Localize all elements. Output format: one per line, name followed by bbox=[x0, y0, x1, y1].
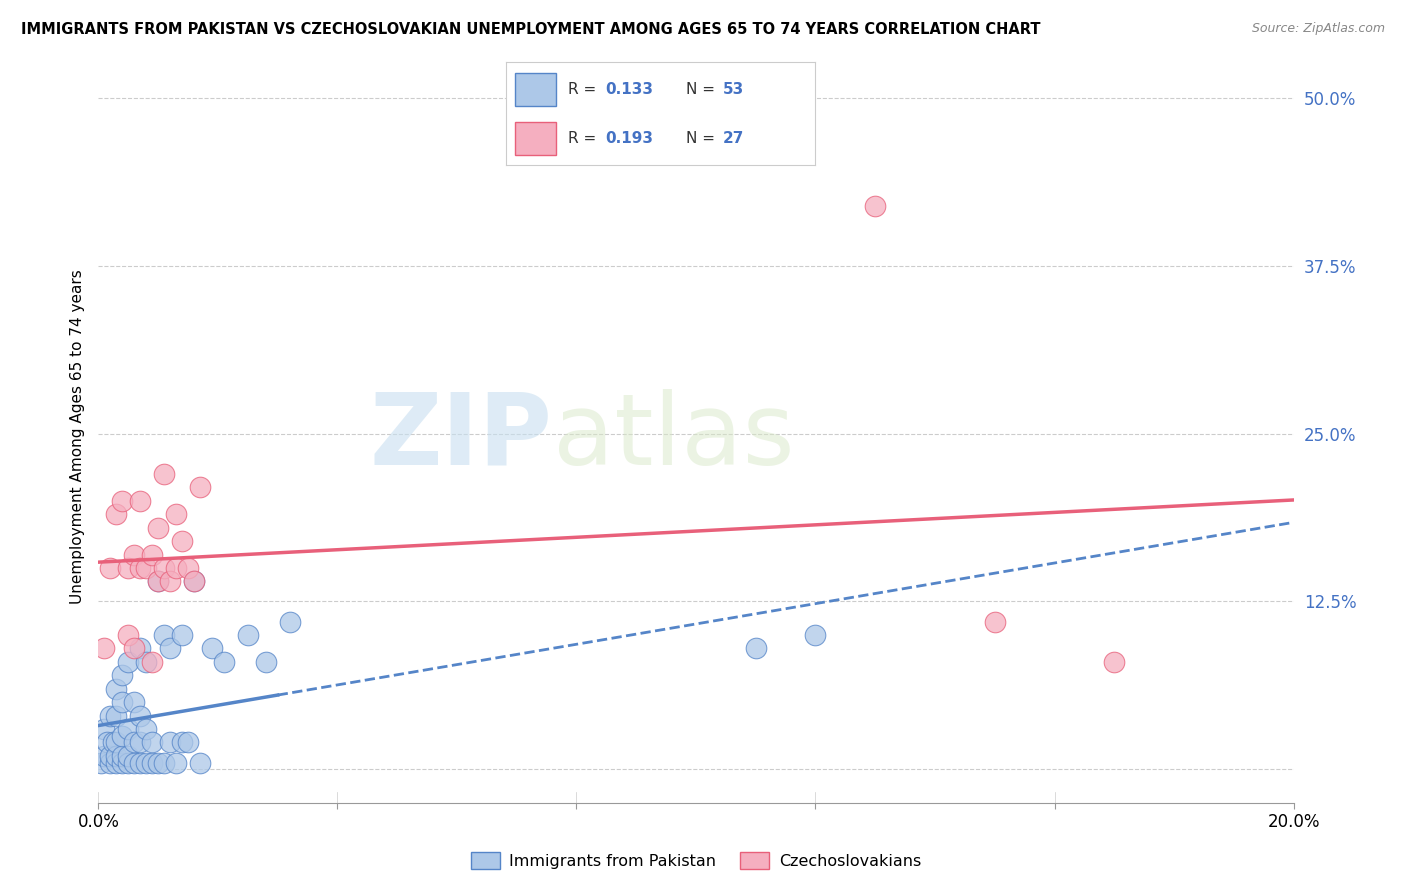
Point bbox=[111, 493, 134, 508]
Text: 27: 27 bbox=[723, 131, 744, 146]
Point bbox=[111, 695, 134, 709]
FancyBboxPatch shape bbox=[516, 122, 555, 155]
Point bbox=[93, 722, 115, 736]
Point bbox=[135, 756, 157, 770]
Point bbox=[183, 574, 205, 589]
Point bbox=[103, 735, 125, 749]
FancyBboxPatch shape bbox=[516, 73, 555, 105]
Point bbox=[153, 467, 176, 481]
Point bbox=[165, 756, 187, 770]
Point bbox=[105, 508, 128, 522]
Point bbox=[984, 615, 1007, 629]
Point bbox=[148, 756, 170, 770]
Point bbox=[172, 628, 194, 642]
Point bbox=[129, 708, 152, 723]
Point bbox=[117, 628, 139, 642]
Point bbox=[141, 548, 163, 562]
Point bbox=[135, 655, 157, 669]
Point bbox=[135, 561, 157, 575]
Point bbox=[141, 756, 163, 770]
Text: 53: 53 bbox=[723, 81, 744, 96]
Point bbox=[1104, 655, 1126, 669]
Point bbox=[111, 756, 134, 770]
Point bbox=[117, 561, 139, 575]
Text: Source: ZipAtlas.com: Source: ZipAtlas.com bbox=[1251, 22, 1385, 36]
Point bbox=[141, 655, 163, 669]
Point bbox=[96, 735, 118, 749]
Point bbox=[105, 748, 128, 763]
Point bbox=[201, 641, 224, 656]
Point bbox=[153, 628, 176, 642]
Point bbox=[90, 756, 112, 770]
Text: 0.193: 0.193 bbox=[605, 131, 654, 146]
Point bbox=[129, 493, 152, 508]
Point bbox=[141, 735, 163, 749]
Point bbox=[117, 722, 139, 736]
Point bbox=[93, 641, 115, 656]
Text: R =: R = bbox=[568, 131, 602, 146]
Point bbox=[129, 641, 152, 656]
Point bbox=[129, 561, 152, 575]
Point bbox=[124, 756, 146, 770]
Point bbox=[148, 574, 170, 589]
Point bbox=[98, 708, 122, 723]
Y-axis label: Unemployment Among Ages 65 to 74 years: Unemployment Among Ages 65 to 74 years bbox=[69, 269, 84, 605]
Point bbox=[111, 748, 134, 763]
Point bbox=[159, 735, 181, 749]
Text: IMMIGRANTS FROM PAKISTAN VS CZECHOSLOVAKIAN UNEMPLOYMENT AMONG AGES 65 TO 74 YEA: IMMIGRANTS FROM PAKISTAN VS CZECHOSLOVAK… bbox=[21, 22, 1040, 37]
Point bbox=[124, 641, 146, 656]
Point bbox=[188, 756, 211, 770]
Point bbox=[93, 748, 115, 763]
Point bbox=[148, 521, 170, 535]
Point bbox=[159, 574, 181, 589]
Point bbox=[98, 748, 122, 763]
Text: R =: R = bbox=[568, 81, 602, 96]
Point bbox=[148, 574, 170, 589]
Point bbox=[865, 198, 887, 212]
Point bbox=[124, 548, 146, 562]
Point bbox=[135, 722, 157, 736]
Point bbox=[117, 756, 139, 770]
Text: ZIP: ZIP bbox=[370, 389, 553, 485]
Point bbox=[98, 561, 122, 575]
Legend: Immigrants from Pakistan, Czechoslovakians: Immigrants from Pakistan, Czechoslovakia… bbox=[464, 846, 928, 875]
Point bbox=[177, 561, 200, 575]
Point bbox=[165, 561, 187, 575]
Point bbox=[111, 729, 134, 743]
Point bbox=[124, 735, 146, 749]
Text: N =: N = bbox=[686, 81, 720, 96]
Point bbox=[117, 748, 139, 763]
Text: atlas: atlas bbox=[553, 389, 794, 485]
Point bbox=[172, 735, 194, 749]
Point bbox=[105, 681, 128, 696]
Text: N =: N = bbox=[686, 131, 720, 146]
Point bbox=[111, 668, 134, 682]
Point bbox=[124, 695, 146, 709]
Point bbox=[98, 756, 122, 770]
Point bbox=[183, 574, 205, 589]
Point bbox=[212, 655, 235, 669]
Point bbox=[153, 561, 176, 575]
Point bbox=[153, 756, 176, 770]
Point bbox=[165, 508, 187, 522]
Point bbox=[254, 655, 277, 669]
Point bbox=[117, 655, 139, 669]
Point bbox=[159, 641, 181, 656]
Point bbox=[105, 756, 128, 770]
Point bbox=[745, 641, 768, 656]
Point bbox=[129, 756, 152, 770]
Point bbox=[177, 735, 200, 749]
Point bbox=[278, 615, 301, 629]
Text: 0.133: 0.133 bbox=[605, 81, 654, 96]
Point bbox=[105, 708, 128, 723]
Point bbox=[188, 480, 211, 494]
Point bbox=[172, 534, 194, 549]
Point bbox=[236, 628, 259, 642]
Point bbox=[129, 735, 152, 749]
Point bbox=[804, 628, 827, 642]
Point bbox=[105, 735, 128, 749]
